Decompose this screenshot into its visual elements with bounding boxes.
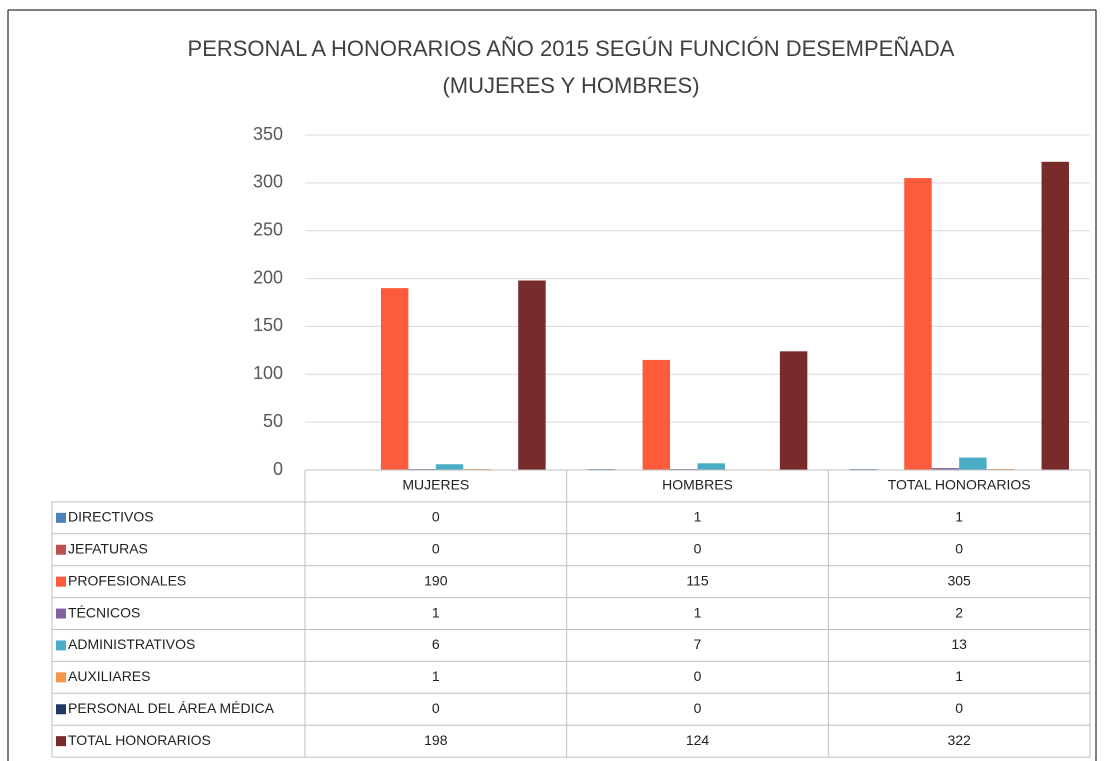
bar: [1041, 161, 1069, 471]
legend-label: PERSONAL DEL ÁREA MÉDICA: [68, 700, 275, 716]
bar: [697, 463, 725, 470]
y-tick-label: 100: [253, 363, 283, 383]
y-tick-label: 250: [253, 219, 283, 239]
bar: [931, 468, 960, 470]
chart-title: (MUJERES Y HOMBRES): [442, 73, 699, 98]
x-tick-label: MUJERES: [402, 477, 469, 493]
table-value: 0: [694, 540, 702, 556]
legend-key: [56, 704, 66, 715]
table-value: 0: [694, 700, 702, 716]
table-value: 124: [686, 732, 710, 748]
table-value: 0: [955, 540, 963, 556]
legend-label: DIRECTIVOS: [68, 509, 154, 525]
table-value: 1: [955, 509, 963, 525]
table-value: 7: [694, 636, 702, 652]
table-value: 0: [432, 509, 440, 525]
table-value: 0: [694, 668, 702, 684]
legend-key: [56, 672, 66, 683]
y-tick-label: 200: [253, 267, 283, 287]
table-value: 322: [947, 732, 971, 748]
table-value: 305: [947, 572, 971, 588]
chart-title: PERSONAL A HONORARIOS AÑO 2015 SEGÚN FUN…: [188, 36, 955, 61]
bar: [642, 359, 671, 470]
table-value: 0: [432, 700, 440, 716]
table-value: 1: [432, 604, 440, 620]
x-tick-label: TOTAL HONORARIOS: [888, 477, 1031, 493]
legend-label: ADMINISTRATIVOS: [68, 636, 195, 652]
table-value: 1: [955, 668, 963, 684]
bar: [518, 280, 546, 470]
legend-label: JEFATURAS: [68, 540, 148, 556]
legend-key: [56, 576, 66, 587]
bar: [380, 288, 409, 470]
table-value: 1: [694, 604, 702, 620]
bar: [959, 457, 987, 470]
table-value: 13: [951, 636, 967, 652]
legend-key: [56, 736, 66, 747]
table-value: 0: [432, 540, 440, 556]
legend-key: [56, 640, 66, 651]
y-tick-label: 50: [263, 411, 283, 431]
table-value: 6: [432, 636, 440, 652]
table-value: 1: [694, 509, 702, 525]
y-tick-label: 300: [253, 172, 283, 192]
legend-label: TOTAL HONORARIOS: [68, 732, 211, 748]
table-value: 198: [424, 732, 448, 748]
bar: [779, 351, 808, 470]
legend-key: [56, 512, 66, 523]
x-tick-label: HOMBRES: [662, 477, 733, 493]
table-value: 115: [686, 572, 709, 588]
y-tick-label: 0: [273, 459, 283, 479]
legend-label: TÉCNICOS: [68, 604, 140, 620]
table-value: 1: [432, 668, 440, 684]
bar: [435, 464, 464, 470]
legend-key: [56, 608, 66, 619]
bar: [904, 178, 932, 471]
table-value: 0: [955, 700, 963, 716]
legend-key: [56, 544, 66, 555]
table-value: 2: [955, 604, 963, 620]
y-tick-label: 350: [253, 124, 283, 144]
y-tick-label: 150: [253, 315, 283, 335]
legend-label: AUXILIARES: [68, 668, 150, 684]
legend-label: PROFESIONALES: [68, 572, 186, 588]
table-value: 190: [424, 572, 448, 588]
